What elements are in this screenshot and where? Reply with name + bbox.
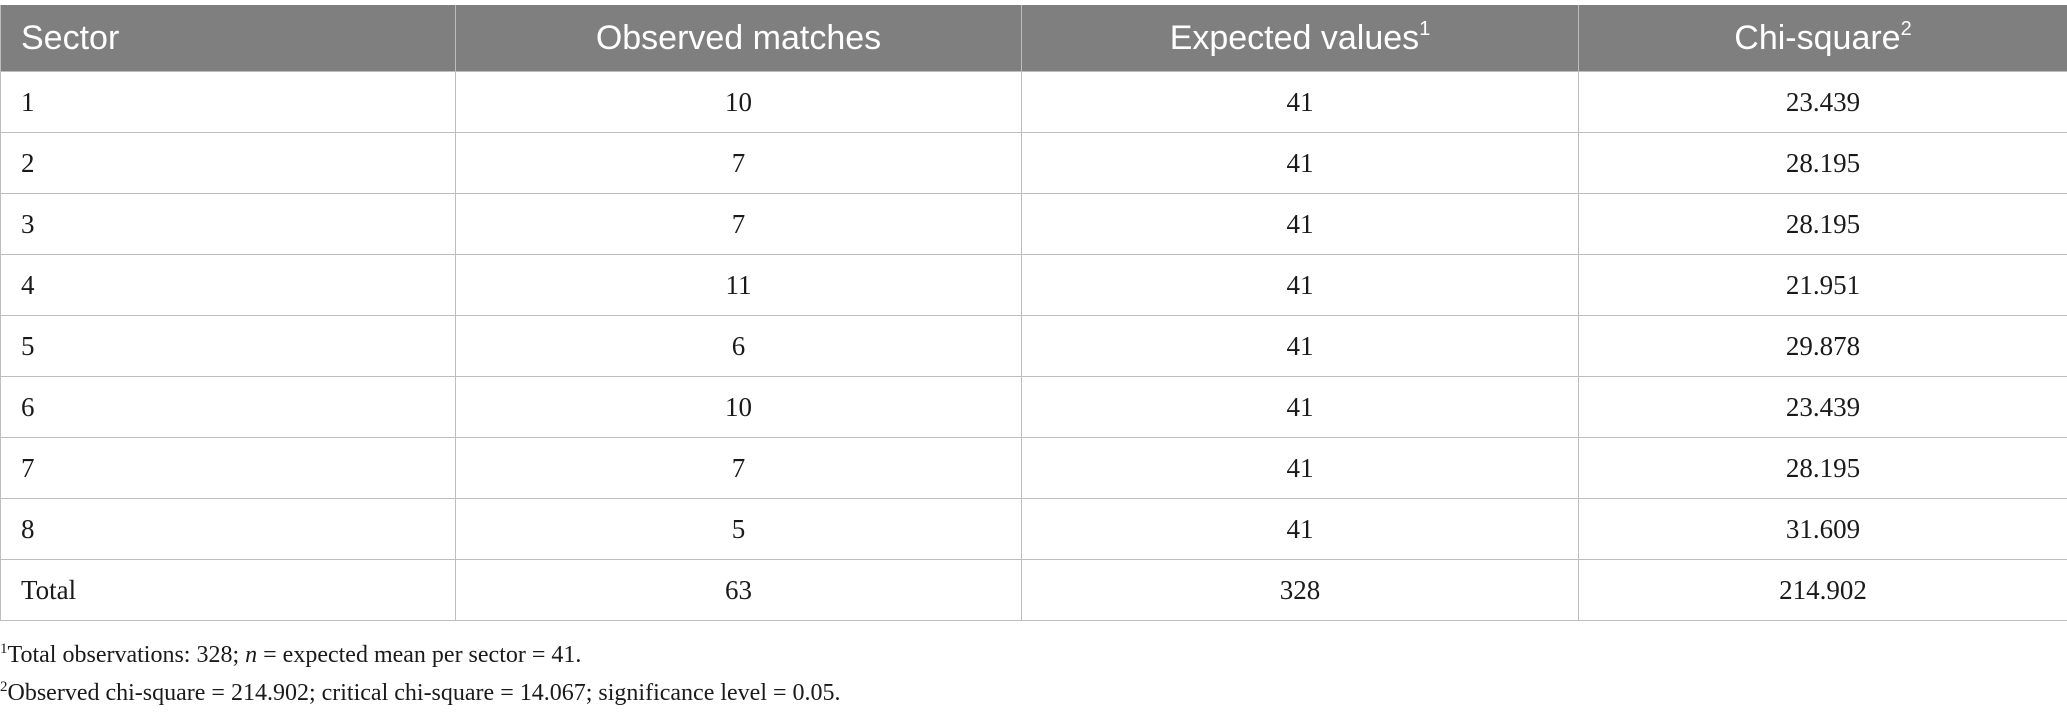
cell-total-observed: 63 <box>455 559 1022 621</box>
footnote-1-prefix: Total observations: 328; <box>7 642 246 668</box>
cell-chi-square: 28.195 <box>1578 437 2067 499</box>
table-row: 7 7 41 28.195 <box>0 437 2067 499</box>
footnote-1-marker: 1 <box>0 641 8 657</box>
cell-expected: 41 <box>1021 254 1579 316</box>
cell-expected: 41 <box>1021 193 1579 255</box>
cell-expected: 41 <box>1021 132 1579 194</box>
header-expected-values: Expected values1 <box>1021 5 1579 72</box>
cell-sector: 6 <box>0 376 456 438</box>
table-header: Sector Observed matches Expected values1… <box>0 5 2067 72</box>
cell-sector: 4 <box>0 254 456 316</box>
cell-chi-square: 21.951 <box>1578 254 2067 316</box>
cell-chi-square: 29.878 <box>1578 315 2067 377</box>
cell-expected: 41 <box>1021 498 1579 560</box>
table-row: 5 6 41 29.878 <box>0 315 2067 377</box>
cell-total-chi-square: 214.902 <box>1578 559 2067 621</box>
cell-observed: 11 <box>455 254 1022 316</box>
cell-expected: 41 <box>1021 71 1579 133</box>
table-row: 3 7 41 28.195 <box>0 193 2067 255</box>
cell-expected: 41 <box>1021 437 1579 499</box>
cell-sector: 3 <box>0 193 456 255</box>
cell-chi-square: 23.439 <box>1578 376 2067 438</box>
cell-observed: 10 <box>455 71 1022 133</box>
total-row: Total 63 328 214.902 <box>0 559 2067 621</box>
cell-total-label: Total <box>0 559 456 621</box>
footnote-1-italic: n <box>245 642 258 668</box>
cell-observed: 7 <box>455 132 1022 194</box>
table-row: 6 10 41 23.439 <box>0 376 2067 438</box>
chi-square-table: Sector Observed matches Expected values1… <box>0 5 2067 621</box>
table-body: 1 10 41 23.439 2 7 41 28.195 3 7 41 28.1… <box>0 71 2067 621</box>
footnote-2: 2Observed chi-square = 214.902; critical… <box>0 674 841 712</box>
footnote-1: 1Total observations: 328; n = expected m… <box>0 636 841 674</box>
cell-observed: 7 <box>455 193 1022 255</box>
cell-sector: 2 <box>0 132 456 194</box>
footnote-2-text: Observed chi-square = 214.902; critical … <box>7 680 841 706</box>
table-row: 8 5 41 31.609 <box>0 498 2067 560</box>
cell-expected: 41 <box>1021 315 1579 377</box>
cell-sector: 1 <box>0 71 456 133</box>
cell-observed: 10 <box>455 376 1022 438</box>
footnote-1-suffix: = expected mean per sector = 41. <box>257 642 582 668</box>
cell-observed: 7 <box>455 437 1022 499</box>
cell-total-expected: 328 <box>1021 559 1579 621</box>
table-row: 2 7 41 28.195 <box>0 132 2067 194</box>
header-row: Sector Observed matches Expected values1… <box>0 5 2067 72</box>
cell-sector: 5 <box>0 315 456 377</box>
header-sector: Sector <box>0 5 456 72</box>
cell-observed: 6 <box>455 315 1022 377</box>
header-chi-square: Chi-square2 <box>1578 5 2067 72</box>
footnote-2-marker: 2 <box>0 679 8 695</box>
header-observed-matches: Observed matches <box>455 5 1022 72</box>
cell-expected: 41 <box>1021 376 1579 438</box>
cell-sector: 7 <box>0 437 456 499</box>
cell-sector: 8 <box>0 498 456 560</box>
cell-chi-square: 23.439 <box>1578 71 2067 133</box>
cell-chi-square: 31.609 <box>1578 498 2067 560</box>
cell-chi-square: 28.195 <box>1578 193 2067 255</box>
table-row: 4 11 41 21.951 <box>0 254 2067 316</box>
table-row: 1 10 41 23.439 <box>0 71 2067 133</box>
cell-observed: 5 <box>455 498 1022 560</box>
table-footnotes: 1Total observations: 328; n = expected m… <box>0 636 841 712</box>
cell-chi-square: 28.195 <box>1578 132 2067 194</box>
chi-square-table-container: Sector Observed matches Expected values1… <box>0 5 2067 621</box>
